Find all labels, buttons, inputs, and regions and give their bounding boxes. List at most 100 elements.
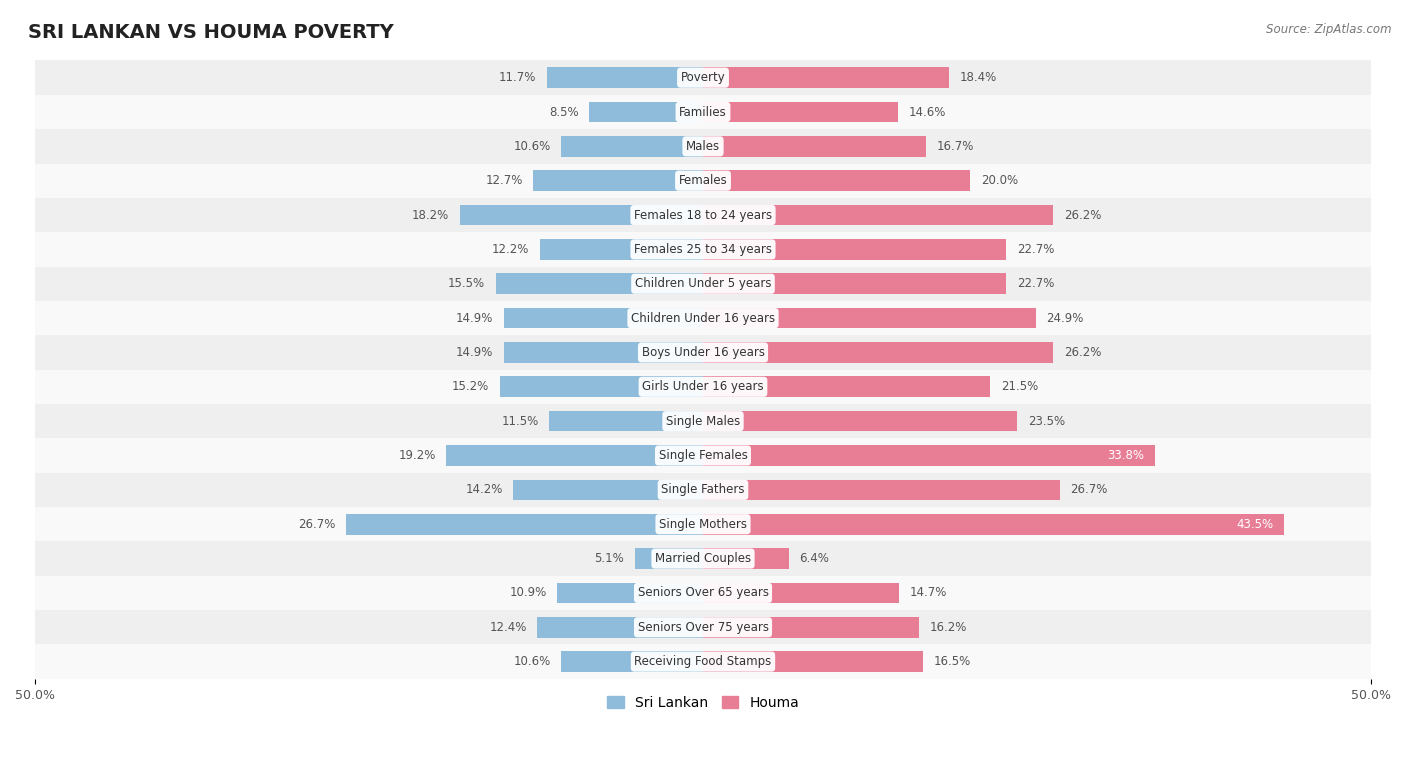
Text: Receiving Food Stamps: Receiving Food Stamps <box>634 655 772 668</box>
Bar <box>703 205 1053 225</box>
Bar <box>537 617 703 637</box>
Text: Males: Males <box>686 140 720 153</box>
Text: Children Under 5 years: Children Under 5 years <box>634 277 772 290</box>
Text: 20.0%: 20.0% <box>981 174 1018 187</box>
Bar <box>540 239 703 260</box>
Bar <box>35 404 1371 438</box>
Text: Seniors Over 75 years: Seniors Over 75 years <box>637 621 769 634</box>
Bar <box>346 514 703 534</box>
Bar <box>703 514 1284 534</box>
Text: Poverty: Poverty <box>681 71 725 84</box>
Bar <box>703 411 1017 431</box>
Text: 26.7%: 26.7% <box>1070 484 1108 496</box>
Bar <box>35 267 1371 301</box>
Text: Single Females: Single Females <box>658 449 748 462</box>
Bar <box>35 370 1371 404</box>
Text: 6.4%: 6.4% <box>799 552 830 565</box>
Bar <box>557 583 703 603</box>
Bar <box>703 274 1007 294</box>
Text: 10.9%: 10.9% <box>509 587 547 600</box>
Text: 18.2%: 18.2% <box>412 208 449 221</box>
Text: Single Males: Single Males <box>666 415 740 428</box>
Text: 26.7%: 26.7% <box>298 518 336 531</box>
Text: Females 18 to 24 years: Females 18 to 24 years <box>634 208 772 221</box>
Text: Children Under 16 years: Children Under 16 years <box>631 312 775 324</box>
Text: 12.2%: 12.2% <box>492 243 529 256</box>
Text: 10.6%: 10.6% <box>513 655 551 668</box>
Text: Families: Families <box>679 105 727 118</box>
Bar <box>703 308 1036 328</box>
Text: 10.6%: 10.6% <box>513 140 551 153</box>
Bar <box>703 136 927 157</box>
Bar <box>703 480 1060 500</box>
Text: 11.5%: 11.5% <box>502 415 538 428</box>
Text: 14.9%: 14.9% <box>456 312 494 324</box>
Bar <box>35 438 1371 473</box>
Bar <box>636 548 703 568</box>
Text: 14.2%: 14.2% <box>465 484 502 496</box>
Text: Married Couples: Married Couples <box>655 552 751 565</box>
Bar <box>447 445 703 466</box>
Bar <box>35 644 1371 678</box>
Text: 26.2%: 26.2% <box>1064 208 1101 221</box>
Text: 16.5%: 16.5% <box>934 655 972 668</box>
Text: 12.7%: 12.7% <box>485 174 523 187</box>
Text: Single Mothers: Single Mothers <box>659 518 747 531</box>
Bar <box>35 61 1371 95</box>
Bar <box>703 583 900 603</box>
Bar <box>35 335 1371 370</box>
Text: 33.8%: 33.8% <box>1107 449 1144 462</box>
Bar <box>703 342 1053 363</box>
Text: SRI LANKAN VS HOUMA POVERTY: SRI LANKAN VS HOUMA POVERTY <box>28 23 394 42</box>
Text: 15.2%: 15.2% <box>451 381 489 393</box>
Bar <box>35 507 1371 541</box>
Bar <box>703 377 990 397</box>
Bar <box>35 95 1371 129</box>
Bar <box>35 301 1371 335</box>
Bar <box>35 129 1371 164</box>
Bar <box>703 171 970 191</box>
Bar <box>513 480 703 500</box>
Text: 12.4%: 12.4% <box>489 621 527 634</box>
Bar <box>503 308 703 328</box>
Bar <box>501 377 703 397</box>
Text: 26.2%: 26.2% <box>1064 346 1101 359</box>
Text: 24.9%: 24.9% <box>1046 312 1084 324</box>
Text: 14.9%: 14.9% <box>456 346 494 359</box>
Text: 22.7%: 22.7% <box>1017 243 1054 256</box>
Text: Girls Under 16 years: Girls Under 16 years <box>643 381 763 393</box>
Bar <box>533 171 703 191</box>
Bar <box>703 102 898 122</box>
Bar <box>35 232 1371 267</box>
Bar <box>503 342 703 363</box>
Bar <box>496 274 703 294</box>
Bar <box>589 102 703 122</box>
Bar <box>703 651 924 672</box>
Bar <box>35 576 1371 610</box>
Text: 18.4%: 18.4% <box>959 71 997 84</box>
Bar <box>550 411 703 431</box>
Bar <box>35 473 1371 507</box>
Text: Source: ZipAtlas.com: Source: ZipAtlas.com <box>1267 23 1392 36</box>
Text: 23.5%: 23.5% <box>1028 415 1064 428</box>
Bar <box>460 205 703 225</box>
Bar <box>703 239 1007 260</box>
Text: 19.2%: 19.2% <box>398 449 436 462</box>
Bar <box>703 548 789 568</box>
Text: 14.6%: 14.6% <box>908 105 946 118</box>
Text: 21.5%: 21.5% <box>1001 381 1038 393</box>
Text: 16.2%: 16.2% <box>931 621 967 634</box>
Text: 15.5%: 15.5% <box>449 277 485 290</box>
Text: 22.7%: 22.7% <box>1017 277 1054 290</box>
Text: Females 25 to 34 years: Females 25 to 34 years <box>634 243 772 256</box>
Text: Females: Females <box>679 174 727 187</box>
Text: Single Fathers: Single Fathers <box>661 484 745 496</box>
Bar <box>35 198 1371 232</box>
Text: 16.7%: 16.7% <box>936 140 974 153</box>
Bar <box>703 67 949 88</box>
Text: 43.5%: 43.5% <box>1236 518 1274 531</box>
Text: 8.5%: 8.5% <box>550 105 579 118</box>
Text: 5.1%: 5.1% <box>595 552 624 565</box>
Bar <box>35 541 1371 576</box>
Bar <box>561 136 703 157</box>
